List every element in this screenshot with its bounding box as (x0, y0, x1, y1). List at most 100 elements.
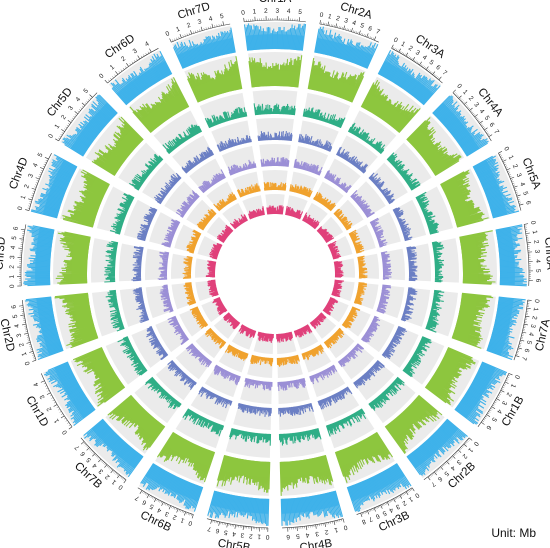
tick-label: 6 (141, 498, 148, 506)
tick-label: 3 (97, 467, 105, 475)
tick-label: 4 (518, 181, 526, 187)
tick-mark (446, 461, 450, 465)
minor-tick-mark (78, 109, 81, 111)
minor-tick-mark (80, 107, 83, 109)
tick-mark (479, 120, 483, 124)
track-7-density (331, 279, 345, 298)
track-3-density (325, 408, 367, 437)
track-7-density (302, 212, 320, 230)
minor-tick-mark (40, 170, 43, 172)
track-6-density (301, 344, 324, 361)
tick-label: 4 (144, 40, 151, 48)
minor-tick-mark (346, 28, 348, 31)
track-2-core (335, 432, 385, 467)
tick-label: 0 (17, 205, 25, 211)
minor-tick-mark (67, 123, 70, 125)
minor-tick-mark (461, 446, 464, 448)
tick-label: 3 (132, 47, 139, 55)
minor-tick-mark (28, 205, 31, 207)
tick-mark (419, 61, 422, 66)
tick-label: 6 (286, 533, 290, 540)
minor-tick-mark (383, 503, 385, 506)
tick-label: 1 (509, 383, 517, 390)
tick-label: 1 (531, 230, 539, 235)
track-4-density (257, 130, 293, 142)
minor-tick-mark (394, 497, 396, 500)
minor-tick-mark (142, 491, 144, 494)
minor-tick-mark (503, 385, 506, 387)
minor-tick-mark (56, 406, 59, 408)
tick-label: 1 (252, 8, 257, 15)
minor-tick-mark (456, 94, 458, 97)
track-5-density (337, 343, 365, 368)
minor-tick-mark (34, 186, 37, 188)
track-3-background (134, 377, 182, 424)
minor-tick-mark (499, 153, 502, 156)
tick-mark (438, 76, 442, 81)
minor-tick-mark (339, 519, 341, 522)
track-1-core (35, 227, 55, 286)
minor-tick-mark (482, 420, 485, 423)
minor-tick-mark (47, 390, 50, 392)
minor-tick-mark (182, 35, 184, 38)
minor-tick-mark (115, 472, 118, 475)
track-6-density (276, 354, 300, 367)
minor-tick-mark (519, 342, 522, 344)
track-6-density (250, 354, 274, 367)
minor-tick-mark (40, 172, 43, 174)
track-4-background (382, 326, 419, 368)
scale-arc (423, 437, 470, 481)
tick-mark (234, 524, 236, 529)
minor-tick-mark (407, 490, 409, 493)
tick-label: 5 (298, 9, 303, 16)
tick-label: 2 (171, 513, 177, 521)
tick-mark (226, 523, 228, 528)
minor-tick-mark (433, 74, 436, 76)
minor-tick-mark (125, 66, 127, 69)
minor-tick-mark (133, 60, 136, 63)
minor-tick-mark (416, 61, 419, 64)
track-6-density (183, 282, 197, 306)
minor-tick-mark (478, 120, 481, 123)
track-2-core (385, 395, 431, 439)
minor-tick-mark (444, 463, 446, 466)
track-5-density (227, 159, 257, 176)
minor-tick-mark (470, 110, 473, 113)
tick-label: 6 (79, 450, 87, 458)
track-5-background (189, 158, 226, 193)
minor-tick-mark (178, 509, 180, 512)
minor-tick-mark (95, 455, 98, 458)
track-2-core (140, 93, 189, 133)
tick-label: 1 (110, 478, 117, 486)
minor-tick-mark (104, 463, 106, 466)
minor-tick-mark (518, 346, 521, 348)
minor-tick-mark (436, 469, 439, 472)
minor-tick-mark (44, 385, 47, 387)
track-5-background (350, 181, 386, 218)
minor-tick-mark (409, 489, 411, 492)
track-2-core (308, 73, 359, 103)
track-7-density (276, 331, 293, 343)
track-4-density (181, 146, 214, 174)
tick-label: 6 (434, 64, 441, 72)
minor-tick-mark (507, 170, 510, 172)
track-5-density (157, 251, 170, 280)
minor-tick-mark (517, 198, 520, 200)
track-4-background (256, 118, 294, 141)
tick-mark (39, 167, 44, 170)
minor-tick-mark (45, 159, 48, 162)
track-6-density (289, 184, 313, 198)
minor-tick-mark (357, 31, 359, 34)
chromosome-chr2d: 0 1 2 3 4 5 6 Chr2D (0, 279, 219, 366)
minor-tick-mark (395, 48, 397, 51)
track-3-density (253, 103, 296, 116)
tick-mark (513, 185, 518, 188)
minor-tick-mark (186, 33, 188, 36)
tick-mark (526, 307, 531, 309)
minor-tick-mark (467, 106, 470, 109)
tick-label: 0 (342, 523, 348, 531)
minor-tick-mark (516, 193, 519, 195)
tick-label: 7 (492, 129, 500, 136)
